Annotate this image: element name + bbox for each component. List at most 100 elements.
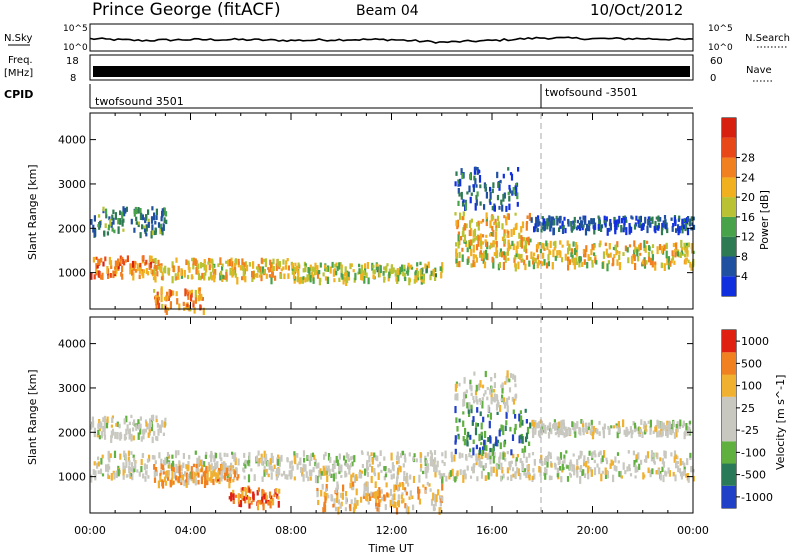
power-cell	[169, 301, 172, 309]
velocity-cell	[468, 452, 471, 458]
power-cell	[656, 225, 659, 230]
power-cell	[651, 254, 654, 261]
power-cell	[98, 214, 101, 218]
velocity-cell	[139, 416, 142, 421]
power-cell	[358, 263, 361, 268]
velocity-cell	[370, 475, 373, 484]
velocity-cell	[299, 466, 303, 473]
power-cell	[481, 241, 485, 245]
velocity-cell	[354, 504, 357, 509]
power-cell	[199, 275, 202, 281]
power-cell	[516, 241, 519, 249]
power-ytick-label: 1000	[58, 267, 86, 280]
velocity-cell	[502, 452, 505, 460]
power-cell	[157, 259, 160, 267]
velocity-cell	[543, 426, 546, 431]
power-cell	[141, 214, 144, 221]
velocity-cell	[374, 481, 377, 488]
velocity-cell	[601, 455, 604, 463]
velocity-cell	[314, 475, 318, 484]
velocity-colorbar-tick-label: 25	[741, 402, 755, 415]
power-cell	[658, 244, 662, 251]
power-cell	[671, 255, 675, 261]
velocity-cell	[587, 422, 590, 427]
velocity-cell	[263, 469, 266, 477]
velocity-cell	[167, 476, 170, 481]
power-cell	[554, 240, 557, 249]
velocity-cell	[260, 453, 263, 459]
power-cell	[561, 244, 564, 248]
power-cell	[287, 273, 290, 279]
velocity-cell	[636, 466, 639, 473]
power-cell	[507, 230, 510, 238]
velocity-cell	[451, 468, 454, 477]
power-cell	[532, 262, 535, 270]
power-cell	[107, 227, 110, 231]
power-cell	[541, 216, 544, 220]
velocity-cell	[528, 441, 531, 446]
power-cell	[221, 266, 224, 271]
velocity-cell	[115, 470, 118, 478]
velocity-cell	[521, 463, 525, 471]
velocity-cell	[475, 422, 478, 428]
velocity-cell	[587, 473, 590, 480]
power-cell	[489, 186, 492, 192]
power-cell	[121, 256, 124, 260]
power-cell	[344, 266, 347, 273]
velocity-cell	[345, 452, 348, 459]
velocity-cell	[140, 458, 143, 466]
velocity-cell	[257, 462, 260, 467]
velocity-cell	[425, 460, 428, 464]
velocity-cell	[525, 456, 528, 463]
power-cell	[505, 217, 508, 226]
velocity-cell	[677, 465, 680, 473]
power-cell	[475, 244, 479, 251]
power-cell	[125, 206, 128, 212]
velocity-cell	[99, 421, 102, 428]
velocity-cell	[500, 384, 503, 388]
power-cell	[520, 242, 523, 249]
velocity-cell	[191, 470, 195, 478]
velocity-cell	[94, 476, 97, 481]
velocity-cell	[338, 466, 341, 472]
velocity-cell	[378, 461, 382, 467]
velocity-cell	[185, 464, 188, 469]
velocity-cell	[293, 451, 296, 456]
velocity-cell	[625, 426, 628, 430]
power-cell	[572, 241, 575, 247]
velocity-cell	[187, 473, 190, 482]
power-cell	[612, 246, 615, 250]
power-cell	[526, 215, 529, 219]
power-cell	[168, 291, 171, 298]
power-cell	[573, 223, 576, 230]
power-cell	[257, 267, 260, 273]
velocity-cell	[398, 482, 401, 488]
velocity-cell	[217, 467, 220, 472]
power-cell	[512, 187, 515, 195]
power-cell	[495, 247, 498, 256]
velocity-cell	[377, 494, 380, 500]
velocity-cell	[522, 450, 526, 459]
velocity-cell	[206, 478, 209, 485]
power-cell	[237, 258, 240, 265]
power-cell	[468, 229, 471, 237]
velocity-cell	[412, 475, 416, 483]
velocity-cell	[397, 500, 400, 506]
power-cell	[567, 219, 570, 225]
velocity-ytick-label: 1000	[58, 471, 86, 484]
power-cell	[516, 192, 519, 200]
velocity-cell	[559, 429, 563, 435]
velocity-cell	[156, 436, 159, 442]
velocity-cell	[188, 454, 191, 460]
power-cell	[491, 188, 494, 194]
velocity-cell	[132, 435, 135, 441]
power-cell	[667, 256, 670, 263]
velocity-cell	[150, 415, 154, 420]
velocity-cell	[196, 457, 199, 464]
velocity-cell	[305, 471, 308, 478]
velocity-cell	[219, 452, 222, 460]
cpid-second: twofsound -3501	[545, 86, 638, 99]
power-cell	[143, 228, 147, 233]
velocity-cell	[304, 464, 307, 472]
power-cell	[495, 253, 498, 259]
